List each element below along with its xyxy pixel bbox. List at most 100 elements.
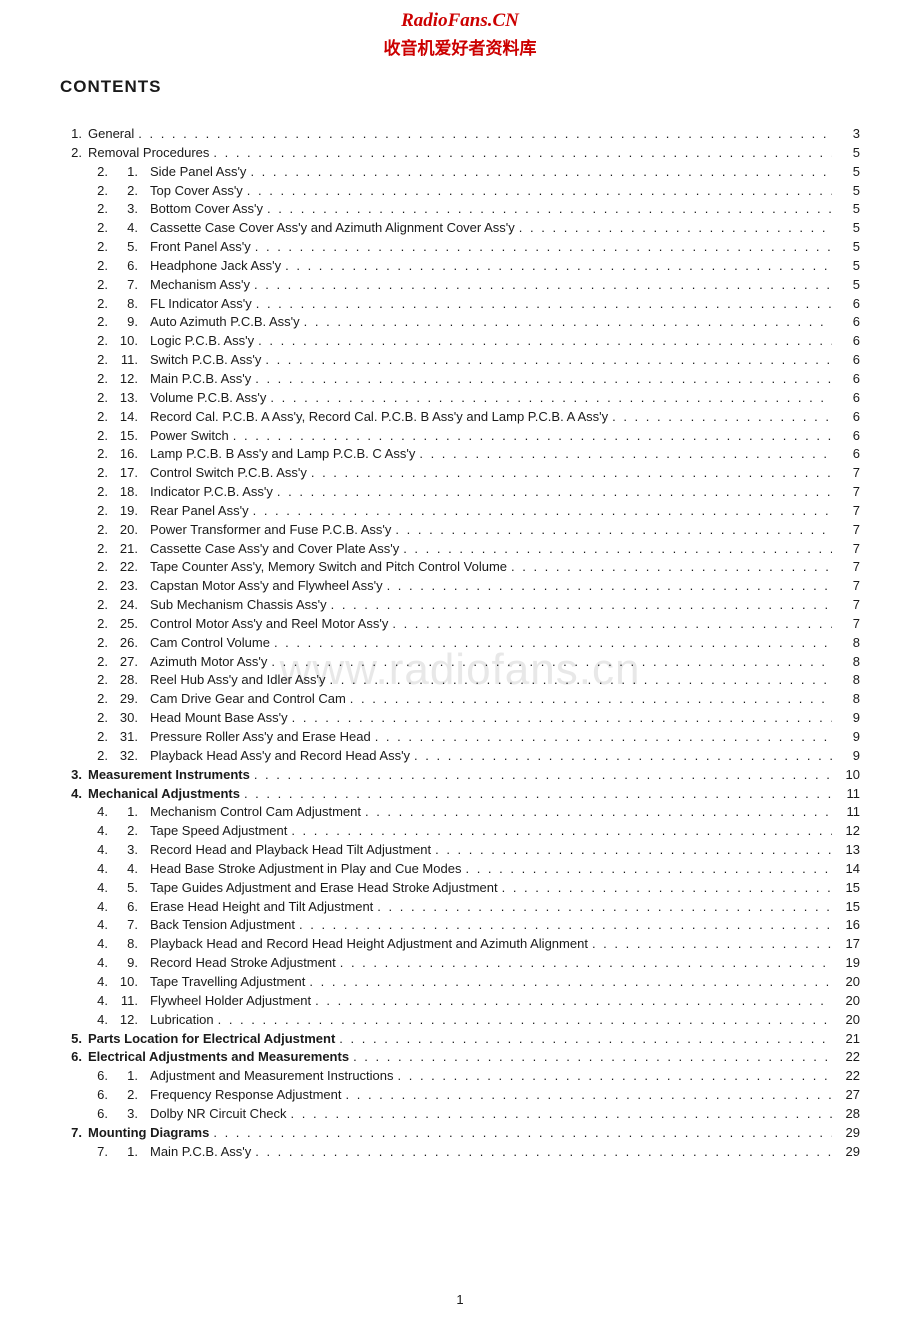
toc-sub-number: 2.17. bbox=[88, 464, 150, 483]
toc-row: 2.18.Indicator P.C.B. Ass'y . . . . . . … bbox=[60, 483, 860, 502]
watermark-header: RadioFans.CN 收音机爱好者资料库 bbox=[60, 10, 860, 59]
toc-row: 4.4.Head Base Stroke Adjustment in Play … bbox=[60, 860, 860, 879]
toc-leader-dots: . . . . . . . . . . . . . . . . . . . . … bbox=[213, 1124, 832, 1143]
toc-sub-number: 7.1. bbox=[88, 1143, 150, 1162]
toc-leader-dots: . . . . . . . . . . . . . . . . . . . . … bbox=[285, 257, 832, 276]
toc-page-number: 27 bbox=[832, 1086, 860, 1105]
toc-row: 6.1.Adjustment and Measurement Instructi… bbox=[60, 1067, 860, 1086]
toc-page-number: 9 bbox=[832, 728, 860, 747]
toc-sub-number: 2.30. bbox=[88, 709, 150, 728]
toc-main-title: Electrical Adjustments and Measurements bbox=[88, 1048, 353, 1067]
toc-page-number: 5 bbox=[832, 182, 860, 201]
toc-page-number: 13 bbox=[832, 841, 860, 860]
toc-sub-title: Volume P.C.B. Ass'y bbox=[150, 389, 270, 408]
toc-page-number: 7 bbox=[832, 521, 860, 540]
toc-sub-number: 6.3. bbox=[88, 1105, 150, 1124]
watermark-site-name: RadioFans.CN bbox=[60, 10, 860, 32]
toc-leader-dots: . . . . . . . . . . . . . . . . . . . . … bbox=[398, 1067, 832, 1086]
toc-row: 4.1.Mechanism Control Cam Adjustment . .… bbox=[60, 803, 860, 822]
table-of-contents: 1.General . . . . . . . . . . . . . . . … bbox=[60, 125, 860, 1161]
toc-page-number: 14 bbox=[832, 860, 860, 879]
toc-page-number: 7 bbox=[832, 483, 860, 502]
toc-leader-dots: . . . . . . . . . . . . . . . . . . . . … bbox=[419, 445, 832, 464]
toc-page-number: 20 bbox=[832, 1011, 860, 1030]
toc-sub-title: Erase Head Height and Tilt Adjustment bbox=[150, 898, 377, 917]
toc-sub-title: Power Transformer and Fuse P.C.B. Ass'y bbox=[150, 521, 395, 540]
toc-sub-number: 6.1. bbox=[88, 1067, 150, 1086]
toc-row: 2.23.Capstan Motor Ass'y and Flywheel As… bbox=[60, 577, 860, 596]
toc-sub-number: 2.14. bbox=[88, 408, 150, 427]
toc-sub-title: Tape Counter Ass'y, Memory Switch and Pi… bbox=[150, 558, 511, 577]
toc-row: 6.2.Frequency Response Adjustment . . . … bbox=[60, 1086, 860, 1105]
toc-row: 2.6.Headphone Jack Ass'y . . . . . . . .… bbox=[60, 257, 860, 276]
toc-leader-dots: . . . . . . . . . . . . . . . . . . . . … bbox=[265, 351, 832, 370]
toc-leader-dots: . . . . . . . . . . . . . . . . . . . . … bbox=[519, 219, 832, 238]
toc-row: 4.7.Back Tension Adjustment . . . . . . … bbox=[60, 916, 860, 935]
toc-row: 2.16.Lamp P.C.B. B Ass'y and Lamp P.C.B.… bbox=[60, 445, 860, 464]
toc-row: 2.13.Volume P.C.B. Ass'y . . . . . . . .… bbox=[60, 389, 860, 408]
toc-page-number: 12 bbox=[832, 822, 860, 841]
toc-page-number: 29 bbox=[832, 1124, 860, 1143]
toc-row: 4.6.Erase Head Height and Tilt Adjustmen… bbox=[60, 898, 860, 917]
toc-sub-number: 2.25. bbox=[88, 615, 150, 634]
toc-sub-title: Azimuth Motor Ass'y bbox=[150, 653, 271, 672]
toc-sub-number: 4.2. bbox=[88, 822, 150, 841]
toc-main-title: General bbox=[88, 125, 138, 144]
toc-sub-title: Capstan Motor Ass'y and Flywheel Ass'y bbox=[150, 577, 387, 596]
toc-page-number: 8 bbox=[832, 634, 860, 653]
toc-main-number: 2. bbox=[60, 144, 88, 163]
toc-row: 6.3.Dolby NR Circuit Check . . . . . . .… bbox=[60, 1105, 860, 1124]
toc-sub-number: 2.20. bbox=[88, 521, 150, 540]
toc-sub-number: 2.27. bbox=[88, 653, 150, 672]
toc-row: 2.19.Rear Panel Ass'y . . . . . . . . . … bbox=[60, 502, 860, 521]
toc-leader-dots: . . . . . . . . . . . . . . . . . . . . … bbox=[387, 577, 832, 596]
toc-page-number: 7 bbox=[832, 464, 860, 483]
toc-sub-number: 4.4. bbox=[88, 860, 150, 879]
toc-sub-title: Auto Azimuth P.C.B. Ass'y bbox=[150, 313, 304, 332]
toc-row: 3.Measurement Instruments . . . . . . . … bbox=[60, 766, 860, 785]
toc-leader-dots: . . . . . . . . . . . . . . . . . . . . … bbox=[271, 653, 832, 672]
toc-sub-title: Mechanism Control Cam Adjustment bbox=[150, 803, 365, 822]
toc-sub-number: 2.3. bbox=[88, 200, 150, 219]
toc-page-number: 16 bbox=[832, 916, 860, 935]
toc-sub-title: Main P.C.B. Ass'y bbox=[150, 370, 255, 389]
toc-sub-title: Frequency Response Adjustment bbox=[150, 1086, 346, 1105]
toc-row: 2.9.Auto Azimuth P.C.B. Ass'y . . . . . … bbox=[60, 313, 860, 332]
toc-page-number: 10 bbox=[832, 766, 860, 785]
toc-sub-number: 4.11. bbox=[88, 992, 150, 1011]
toc-leader-dots: . . . . . . . . . . . . . . . . . . . . … bbox=[218, 1011, 832, 1030]
toc-page-number: 7 bbox=[832, 615, 860, 634]
toc-row: 4.Mechanical Adjustments . . . . . . . .… bbox=[60, 785, 860, 804]
toc-sub-title: Lamp P.C.B. B Ass'y and Lamp P.C.B. C As… bbox=[150, 445, 419, 464]
toc-row: 4.3.Record Head and Playback Head Tilt A… bbox=[60, 841, 860, 860]
toc-leader-dots: . . . . . . . . . . . . . . . . . . . . … bbox=[311, 464, 832, 483]
toc-page-number: 6 bbox=[832, 332, 860, 351]
toc-row: 2.7.Mechanism Ass'y . . . . . . . . . . … bbox=[60, 276, 860, 295]
toc-page-number: 5 bbox=[832, 238, 860, 257]
toc-leader-dots: . . . . . . . . . . . . . . . . . . . . … bbox=[592, 935, 832, 954]
toc-leader-dots: . . . . . . . . . . . . . . . . . . . . … bbox=[292, 709, 832, 728]
toc-leader-dots: . . . . . . . . . . . . . . . . . . . . … bbox=[340, 954, 832, 973]
toc-leader-dots: . . . . . . . . . . . . . . . . . . . . … bbox=[277, 483, 832, 502]
toc-sub-number: 4.7. bbox=[88, 916, 150, 935]
toc-sub-title: Top Cover Ass'y bbox=[150, 182, 247, 201]
toc-sub-number: 2.29. bbox=[88, 690, 150, 709]
toc-row: 4.11.Flywheel Holder Adjustment . . . . … bbox=[60, 992, 860, 1011]
toc-main-title: Parts Location for Electrical Adjustment bbox=[88, 1030, 339, 1049]
toc-page-number: 5 bbox=[832, 219, 860, 238]
toc-row: 2.20.Power Transformer and Fuse P.C.B. A… bbox=[60, 521, 860, 540]
toc-sub-number: 2.15. bbox=[88, 427, 150, 446]
toc-main-title: Removal Procedures bbox=[88, 144, 213, 163]
toc-sub-title: Flywheel Holder Adjustment bbox=[150, 992, 315, 1011]
toc-leader-dots: . . . . . . . . . . . . . . . . . . . . … bbox=[612, 408, 832, 427]
toc-page-number: 11 bbox=[832, 803, 860, 822]
toc-sub-title: Playback Head Ass'y and Record Head Ass'… bbox=[150, 747, 414, 766]
toc-sub-number: 2.10. bbox=[88, 332, 150, 351]
toc-page-number: 5 bbox=[832, 257, 860, 276]
toc-leader-dots: . . . . . . . . . . . . . . . . . . . . … bbox=[502, 879, 832, 898]
toc-leader-dots: . . . . . . . . . . . . . . . . . . . . … bbox=[299, 916, 832, 935]
toc-row: 4.2.Tape Speed Adjustment . . . . . . . … bbox=[60, 822, 860, 841]
toc-sub-title: Head Base Stroke Adjustment in Play and … bbox=[150, 860, 465, 879]
toc-sub-number: 2.22. bbox=[88, 558, 150, 577]
toc-row: 2.30.Head Mount Base Ass'y . . . . . . .… bbox=[60, 709, 860, 728]
